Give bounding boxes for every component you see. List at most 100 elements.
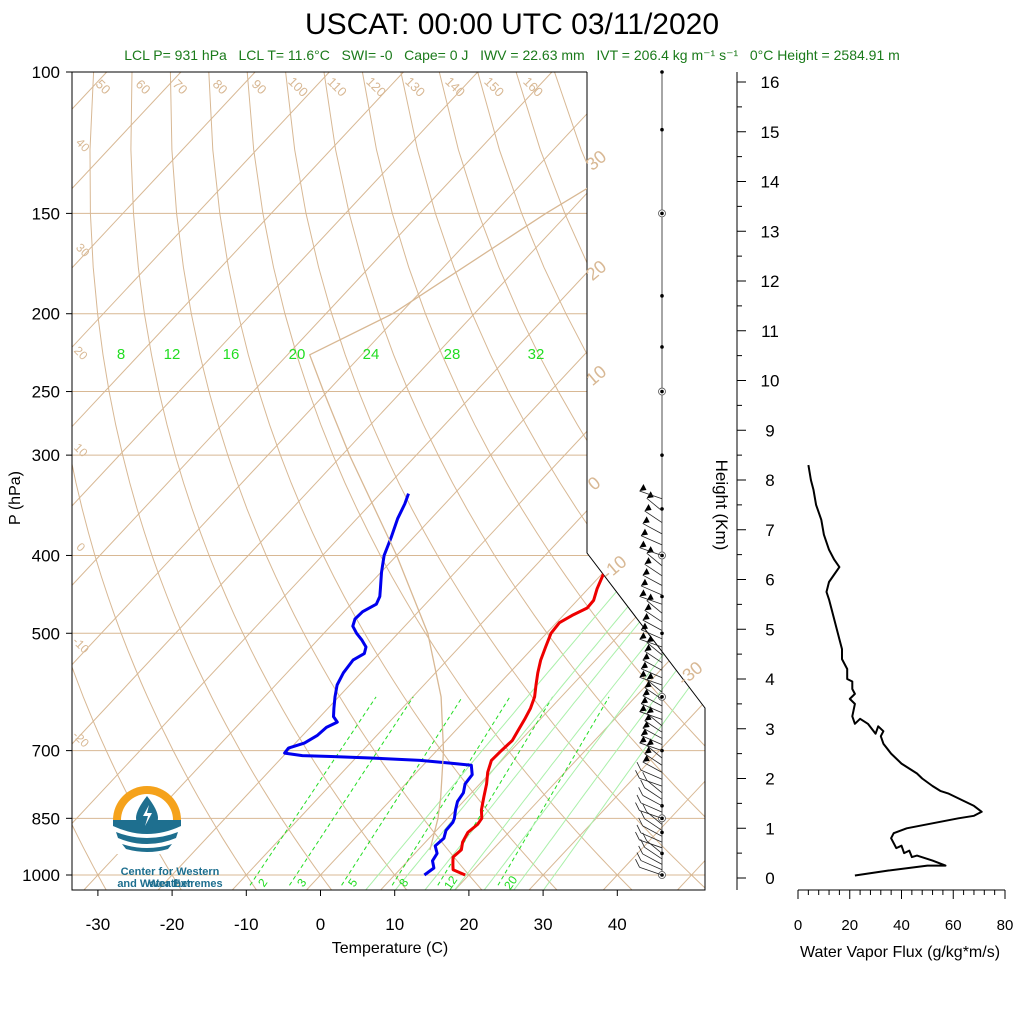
mixing-ratio-line <box>249 696 377 886</box>
wind-barb-flag <box>646 672 654 680</box>
height-tick-label: 12 <box>761 272 780 291</box>
height-tick-label: 16 <box>761 73 780 92</box>
isotherm-line <box>601 72 705 890</box>
wind-barb-feather <box>636 852 642 861</box>
wind-barb-flag <box>642 516 650 524</box>
wind-barb-feather <box>640 779 645 788</box>
wind-barb-feather <box>642 803 648 812</box>
x-axis-label: Temperature (C) <box>332 940 448 957</box>
mixing-ratio-label: 5 <box>345 876 360 890</box>
wind-barb-flag <box>640 661 648 669</box>
mixing-ratio-line <box>289 696 414 886</box>
wind-barb-flag <box>646 706 654 714</box>
ivt-value: IVT = 206.4 kg m⁻¹ s⁻¹ <box>596 47 739 63</box>
wind-barb-flag <box>639 735 647 743</box>
barb-dot <box>660 594 664 599</box>
wind-barb <box>642 695 663 707</box>
wind-barb <box>642 853 663 865</box>
wind-barb <box>642 619 663 631</box>
dry-adiabat-line <box>554 72 705 890</box>
moist-adiabat-line <box>541 362 705 890</box>
x-tick-label: 40 <box>608 915 627 934</box>
skewt-background <box>72 72 1024 892</box>
wind-barb-flag <box>642 652 650 660</box>
isotherm-label: 20 <box>71 343 91 363</box>
wind-barb-feather <box>638 845 644 855</box>
x-tick-label: 0 <box>316 915 325 934</box>
dry-adiabat-line <box>169 72 484 890</box>
isotherm-label: 10 <box>582 361 610 389</box>
height-tick-label: 13 <box>761 222 780 241</box>
wind-barb-feather <box>635 831 640 841</box>
wind-barb-feather <box>635 770 640 779</box>
x-tick-label: -20 <box>160 915 185 934</box>
dry-adiabat-line <box>438 72 705 890</box>
wind-barb <box>646 679 663 693</box>
wind-barb-feather <box>638 817 644 827</box>
height-tick-label: 6 <box>765 571 774 590</box>
dry-adiabat-line <box>785 72 1024 892</box>
isotherm-line <box>72 72 256 890</box>
mixing-ratio-label: 16 <box>223 346 240 363</box>
y-tick-label: 150 <box>32 204 60 223</box>
dry-adiabat-line <box>747 72 1024 892</box>
wind-barb-flag <box>644 680 652 688</box>
wind-barb-flag <box>642 613 650 621</box>
height-tick-label: 5 <box>765 620 774 639</box>
chart-title: USCAT: 00:00 UTC 03/11/2020 <box>304 8 720 41</box>
wind-barb <box>640 535 663 546</box>
isotherm-label: 10 <box>71 440 91 460</box>
isotherm-line <box>526 72 705 890</box>
isotherm-label: 110 <box>325 74 350 99</box>
wind-barb-feather <box>638 787 644 796</box>
isotherm-line <box>72 72 479 890</box>
wind-barb <box>646 779 663 794</box>
isotherm-line <box>378 72 705 890</box>
isotherm-label: 90 <box>249 76 270 97</box>
x-tick-label: 20 <box>459 915 478 934</box>
wind-barb-flag <box>646 635 654 643</box>
wind-barb <box>640 629 663 640</box>
dry-adiabat-line <box>72 72 108 890</box>
isotherm-label: -30 <box>674 657 707 689</box>
barb-dot <box>660 345 664 349</box>
height-tick-label: 7 <box>765 521 774 540</box>
wind-barb <box>642 825 663 837</box>
wind-barb-flag <box>644 557 652 565</box>
wind-barb <box>646 600 663 614</box>
logo-line-1: Center for Western Weather <box>120 866 220 890</box>
isotherm-line <box>155 72 705 890</box>
barb-dot <box>660 127 664 132</box>
dry-adiabat-line <box>361 72 705 890</box>
wind-barb-flag <box>644 713 652 721</box>
isotherm-label: -10 <box>70 634 92 656</box>
wind-barb-flag <box>644 746 652 754</box>
height-tick-label: 10 <box>761 372 780 391</box>
barb-dot <box>660 211 664 216</box>
isotherm-label: 30 <box>582 146 610 174</box>
isotherm-line <box>72 72 701 890</box>
lcl-pressure: LCL P= 931 hPa <box>124 47 227 63</box>
wind-barb <box>640 860 663 871</box>
y-tick-label: 400 <box>32 546 60 565</box>
wind-barb <box>639 839 663 849</box>
mixing-ratio-label: 20 <box>289 346 306 363</box>
y-axis-label: P (hPa) <box>7 471 24 525</box>
height-tick-label: 9 <box>765 421 774 440</box>
wind-barb-flag <box>646 738 654 746</box>
wind-barb <box>639 742 663 751</box>
wind-barb-flag <box>639 589 647 597</box>
wind-barb <box>644 847 663 860</box>
wind-barb-feather <box>636 761 642 771</box>
mixing-ratio-label: 28 <box>444 346 461 363</box>
water-vapor-flux-line <box>807 464 983 877</box>
flux-x-tick-label: 20 <box>841 917 858 934</box>
x-tick-label: 10 <box>385 915 404 934</box>
mixing-ratio-line <box>391 696 511 886</box>
wind-barb <box>646 840 663 854</box>
isotherm-line <box>81 72 705 890</box>
wind-barb-flag <box>640 622 648 630</box>
wind-barb <box>642 523 663 535</box>
mixing-ratio-label: 8 <box>117 346 125 363</box>
moist-adiabat-line <box>452 362 705 890</box>
